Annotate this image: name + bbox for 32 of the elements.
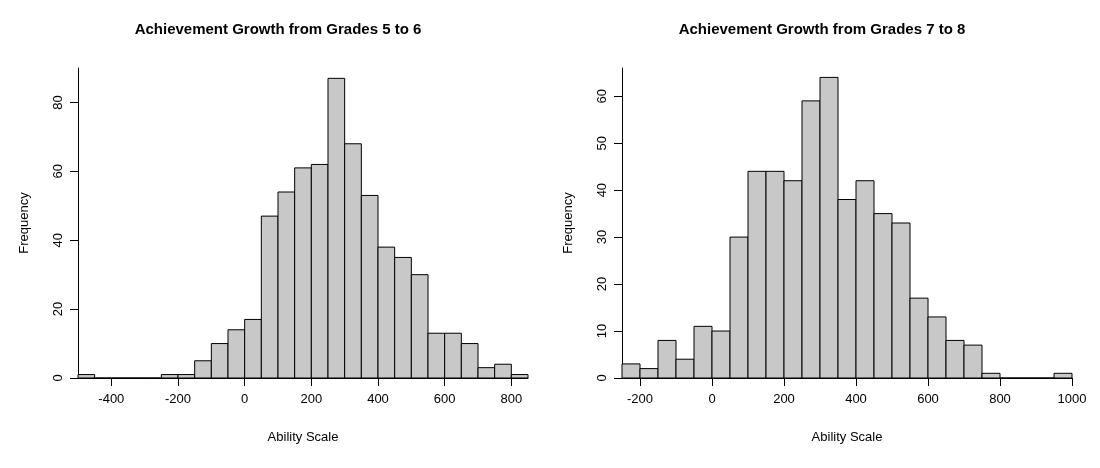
x-tick-label: 200	[773, 391, 795, 406]
x-tick-label: 800	[500, 391, 523, 406]
x-tick-label: 0	[241, 391, 249, 406]
y-tick-label: 50	[594, 135, 609, 151]
x-tick-label: -200	[626, 391, 654, 406]
y-tick-label: 30	[594, 229, 609, 245]
x-tick-label: 400	[367, 391, 389, 406]
y-tick-label: 0	[50, 374, 65, 382]
chart-title: Achievement Growth from Grades 7 to 8	[678, 20, 966, 37]
x-tick-label: 200	[300, 391, 323, 406]
y-tick-label: 40	[594, 182, 609, 198]
x-tick-label: 600	[433, 391, 456, 406]
x-tick-label: 600	[917, 391, 939, 406]
y-tick-label: 20	[594, 276, 609, 292]
y-tick-label: 60	[50, 164, 65, 179]
y-tick-label: 40	[50, 232, 65, 248]
x-tick-label: 800	[989, 391, 1011, 406]
y-axis-title: Frequency	[560, 191, 575, 254]
y-tick-label: 80	[50, 95, 65, 110]
x-axis-title: Ability Scale	[811, 429, 883, 444]
x-axis-title: Ability Scale	[267, 429, 339, 444]
x-tick-label: -200	[164, 391, 192, 406]
y-tick-label: 60	[594, 88, 609, 104]
x-tick-label: -400	[98, 391, 125, 406]
y-tick-label: 20	[50, 301, 65, 317]
y-tick-label: 0	[594, 374, 609, 382]
y-axis-title: Frequency	[16, 191, 31, 254]
x-tick-label: 0	[708, 391, 716, 406]
x-tick-label: 400	[845, 391, 867, 406]
x-tick-label: 1000	[1057, 391, 1087, 406]
chart-title: Achievement Growth from Grades 5 to 6	[134, 20, 422, 37]
y-tick-label: 10	[594, 323, 609, 339]
